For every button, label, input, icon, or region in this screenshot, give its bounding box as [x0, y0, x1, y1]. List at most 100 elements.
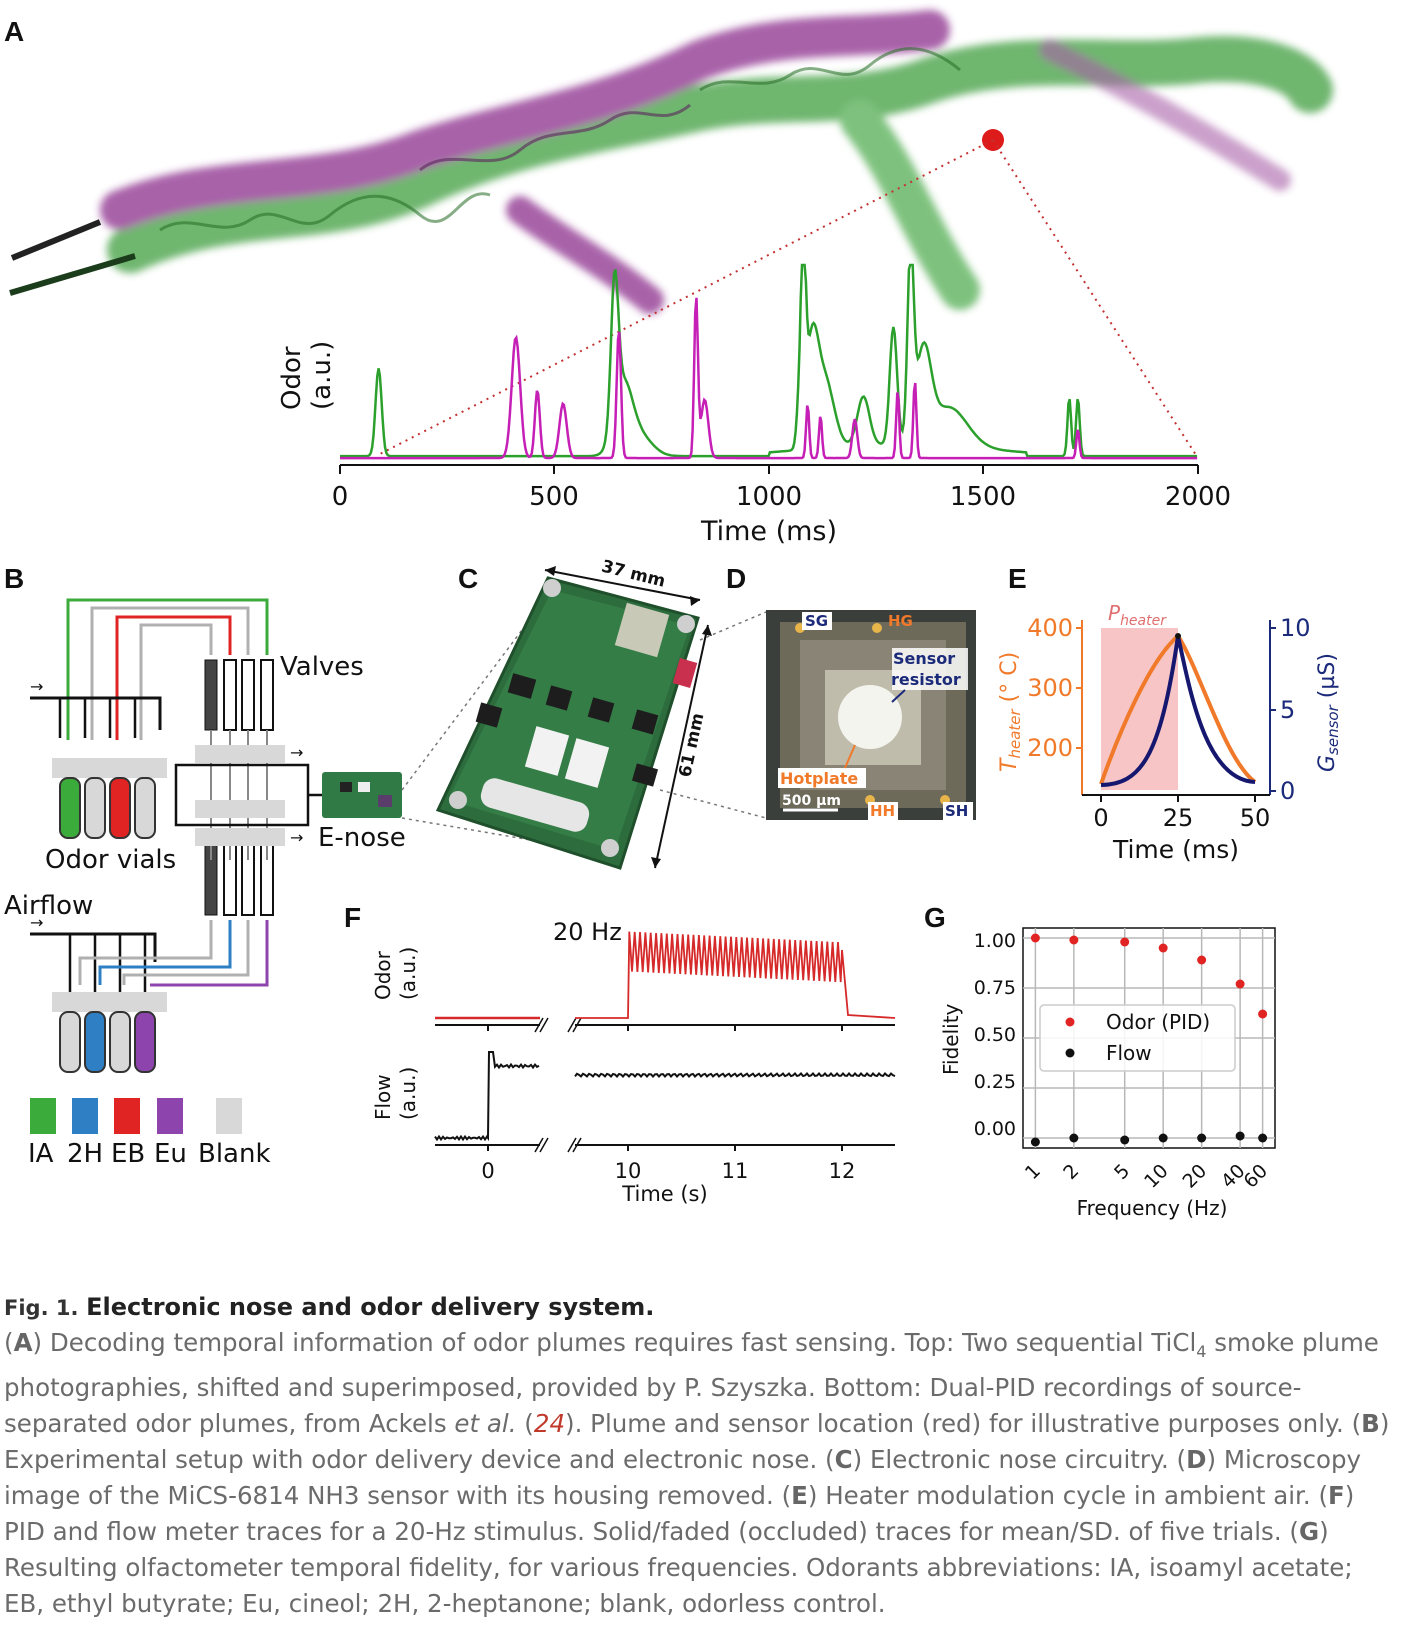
upper-nozzle — [10, 219, 102, 261]
panel-e-ltick-200: 200 — [1027, 734, 1073, 762]
legend-swatch-blank — [216, 1098, 242, 1134]
flow-point-1hz — [1030, 1137, 1040, 1147]
vial-blank-3 — [59, 1011, 81, 1073]
panel-g-ytick-05: 0.50 — [974, 1024, 1016, 1046]
pid-trace-magenta — [340, 297, 1198, 460]
panel-letter-f: F — [344, 902, 362, 933]
panel-e-right-ticks: 10 5 0 — [1270, 614, 1311, 805]
panel-e-ltick-300: 300 — [1027, 674, 1073, 702]
panel-f-flow-label-line1: Flow — [371, 1074, 395, 1120]
pad-hg: HG — [888, 612, 913, 630]
valves-label: Valves — [280, 652, 364, 682]
panel-f-xtick-10: 10 — [615, 1159, 642, 1183]
panel-a-tick-1500: 1500 — [950, 482, 1016, 512]
vial-blank-2 — [134, 777, 156, 839]
panel-f-xtick-0: 0 — [481, 1159, 494, 1183]
caption-a2: smoke plume photographies, shifted and s… — [4, 1328, 1379, 1438]
panel-e-ltick-400: 400 — [1027, 614, 1073, 642]
panel-e-rtick-5: 5 — [1280, 696, 1295, 724]
legend-label-ia: IA — [28, 1139, 54, 1169]
panel-g-xtick-20: 20 — [1179, 1160, 1212, 1193]
flow-trace-sustained — [574, 1071, 896, 1079]
panel-a-tick-0: 0 — [332, 482, 349, 512]
panel-a-plot: Odor (a.u.) 0 500 1000 1500 2000 Time (m… — [277, 263, 1231, 547]
panel-e-rtick-10: 10 — [1280, 614, 1311, 642]
panel-e-left-ylabel: Theater (° C) — [997, 652, 1024, 772]
vial-blank-4 — [109, 1011, 131, 1073]
lower-nozzle — [9, 253, 136, 296]
panel-g-ytick-0: 0.00 — [974, 1118, 1016, 1140]
panel-e-xtick-0: 0 — [1093, 804, 1108, 832]
vial-eu — [134, 1011, 156, 1073]
caption-ref-link[interactable]: 24 — [533, 1408, 566, 1438]
panel-a-x-ticks: 0 500 1000 1500 2000 — [332, 465, 1231, 512]
caption-title: Fig. 1. Electronic nose and odor deliver… — [4, 1290, 1394, 1325]
caption-title-text: Electronic nose and odor delivery system… — [86, 1293, 655, 1321]
pad-sh: SH — [945, 802, 968, 820]
panel-f-flow-label-line2: (a.u.) — [396, 1067, 420, 1120]
vial-2h — [84, 1011, 106, 1073]
panel-f-plot: Odor (a.u.) Flow (a.u.) 20 Hz 0 10 11 12… — [371, 918, 896, 1206]
odor-legend: IA 2H EB Eu Blank — [28, 1098, 271, 1169]
panel-a-ylabel-line2: (a.u.) — [307, 341, 337, 410]
panel-a-tick-2000: 2000 — [1165, 482, 1231, 512]
panel-e-left-ticks: 400 300 200 — [1027, 614, 1082, 762]
svg-text:→: → — [290, 828, 303, 847]
heater-band-label: Pheater — [1108, 601, 1167, 629]
legend-label-2h: 2H — [67, 1139, 103, 1169]
panel-letter-b: B — [4, 563, 25, 594]
caption-ref-open: ( — [516, 1408, 534, 1438]
panel-g-ytick-1: 1.00 — [974, 930, 1016, 952]
caption-e: Heater modulation cycle in ambient air. — [825, 1480, 1311, 1510]
legend-marker-flow — [1065, 1048, 1075, 1058]
hotplate-label: Hotplate — [780, 769, 858, 788]
legend-swatch-ia — [30, 1098, 56, 1134]
odor-point-20hz — [1197, 955, 1207, 965]
legend-label-eb: EB — [111, 1139, 145, 1169]
legend-swatch-2h — [72, 1098, 98, 1134]
panel-e-xtick-25: 25 — [1163, 804, 1194, 832]
caption-d: Microscopy image of the MiCS-6814 NH3 se… — [4, 1444, 1362, 1510]
panel-f-xtick-11: 11 — [722, 1159, 749, 1183]
panel-a-tick-1000: 1000 — [736, 482, 802, 512]
sensor-label-line2: resistor — [891, 670, 961, 689]
svg-text:→: → — [290, 743, 303, 762]
figure-canvas: Odor (a.u.) 0 500 1000 1500 2000 Time (m… — [4, 10, 1342, 1220]
panel-g-xtick-60: 60 — [1239, 1160, 1272, 1193]
vial-ia — [59, 777, 81, 839]
panel-g-points — [1030, 933, 1268, 1147]
panel-b-diagram: → Odor vials Valves → → — [4, 598, 406, 1169]
caption-body: (A) Decoding temporal information of odo… — [4, 1328, 1390, 1618]
panel-g-y-ticks: 1.00 0.75 0.50 0.25 0.00 — [974, 930, 1016, 1140]
legend-label-blank: Blank — [198, 1139, 271, 1169]
panel-f-odor-label-line2: (a.u.) — [396, 947, 420, 1000]
caption-et-al: et al. — [454, 1408, 517, 1438]
panel-g-legend: Odor (PID) Flow — [1039, 1004, 1236, 1072]
flow-point-20hz — [1197, 1133, 1207, 1143]
panel-g-ytick-075: 0.75 — [974, 977, 1016, 999]
odor-point-10hz — [1158, 943, 1168, 953]
pid-trace-green — [340, 263, 1198, 458]
legend-label-eu: Eu — [154, 1139, 187, 1169]
panel-g-xtick-5: 5 — [1110, 1160, 1134, 1184]
panel-d-microscopy: SG HG Sensor resistor Hotplate 500 µm HH… — [659, 610, 976, 820]
panel-f-odor-label-line1: Odor — [371, 950, 395, 1000]
flow-point-2hz — [1069, 1133, 1079, 1143]
flow-point-5hz — [1120, 1135, 1130, 1145]
sensor-resistor-disk — [838, 685, 902, 749]
svg-text:→: → — [30, 913, 43, 932]
valve-array — [204, 659, 274, 916]
panel-g-xtick-1: 1 — [1021, 1160, 1045, 1184]
panel-g-ylabel: Fidelity — [939, 1003, 963, 1075]
enose-label: E-nose — [318, 823, 406, 853]
panel-g-xtick-2: 2 — [1059, 1160, 1083, 1184]
panel-letter-d: D — [726, 563, 747, 594]
panel-e-plot: Pheater 400 300 200 10 5 0 Theater (° C)… — [997, 601, 1342, 864]
enose-board-thumbnail — [322, 772, 402, 818]
legend-marker-odor — [1065, 1017, 1075, 1027]
panel-a-ylabel-line1: Odor — [277, 346, 307, 410]
legend-swatch-eu — [157, 1098, 183, 1134]
panel-g-ytick-025: 0.25 — [974, 1071, 1016, 1093]
